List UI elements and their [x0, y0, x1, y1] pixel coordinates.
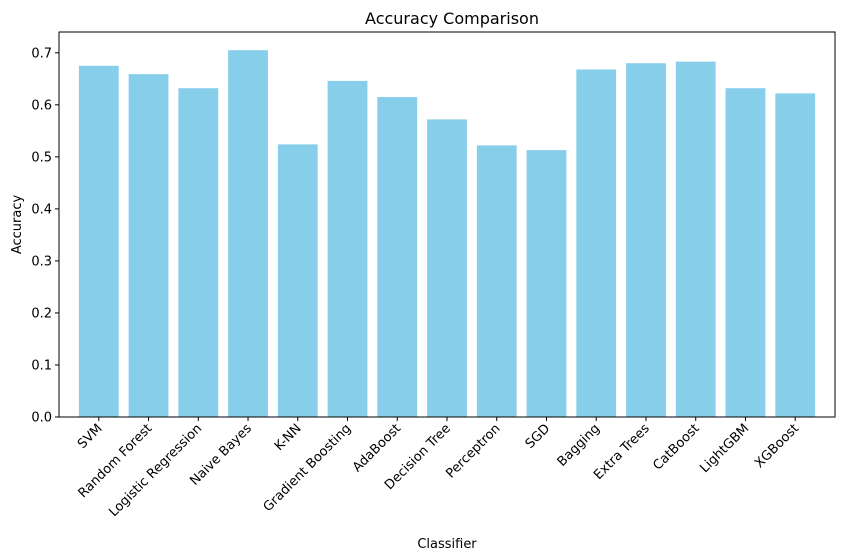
- bar-extra-trees: [626, 63, 666, 417]
- y-tick-label: 0.0: [31, 411, 52, 426]
- y-tick-label: 0.4: [31, 202, 52, 217]
- x-tick-label: K-NN: [272, 421, 305, 454]
- bar-decision-tree: [427, 119, 467, 417]
- bar-naive-bayes: [228, 50, 268, 418]
- bar-gradient-boosting: [327, 80, 368, 417]
- x-tick-label: XGBoost: [752, 421, 802, 471]
- x-tick-label: Bagging: [555, 421, 603, 469]
- y-tick-label: 0.7: [31, 46, 52, 61]
- y-tick-label: 0.6: [31, 98, 52, 113]
- y-tick-label: 0.2: [31, 306, 52, 321]
- y-tick-label: 0.5: [31, 150, 52, 165]
- bar-sgd: [526, 150, 567, 417]
- chart-title: Accuracy Comparison: [365, 9, 539, 28]
- bar-logistic-regression: [178, 88, 219, 417]
- y-tick-label: 0.3: [31, 254, 52, 269]
- y-tick-label: 0.1: [31, 358, 52, 373]
- x-tick-label: Logistic Regression: [106, 421, 205, 520]
- x-tick-label: SVM: [75, 421, 106, 452]
- bar-lightgbm: [725, 88, 766, 417]
- bar-xgboost: [775, 93, 816, 417]
- bar-catboost: [675, 61, 716, 417]
- bar-random-forest: [128, 74, 169, 417]
- bar-k-nn: [277, 144, 318, 417]
- y-axis: 0.0 0.1 0.2 0.3 0.4 0.5 0.6 0.7: [31, 46, 59, 426]
- bar-perceptron: [476, 145, 517, 418]
- x-tick-label: SGD: [523, 421, 554, 452]
- bars-group: [78, 50, 816, 418]
- y-axis-title: Accuracy: [10, 195, 25, 255]
- bar-svm: [78, 65, 119, 417]
- plot-area-frame: [58, 31, 836, 418]
- bar-bagging: [576, 69, 617, 418]
- x-tick-label: Perceptron: [443, 421, 503, 481]
- x-axis-title: Classifier: [417, 537, 477, 552]
- x-tick-label: LightGBM: [697, 421, 752, 476]
- x-tick-label: Gradient Boosting: [261, 421, 355, 515]
- bar-adaboost: [377, 97, 418, 417]
- x-tick-label: CatBoost: [650, 421, 702, 473]
